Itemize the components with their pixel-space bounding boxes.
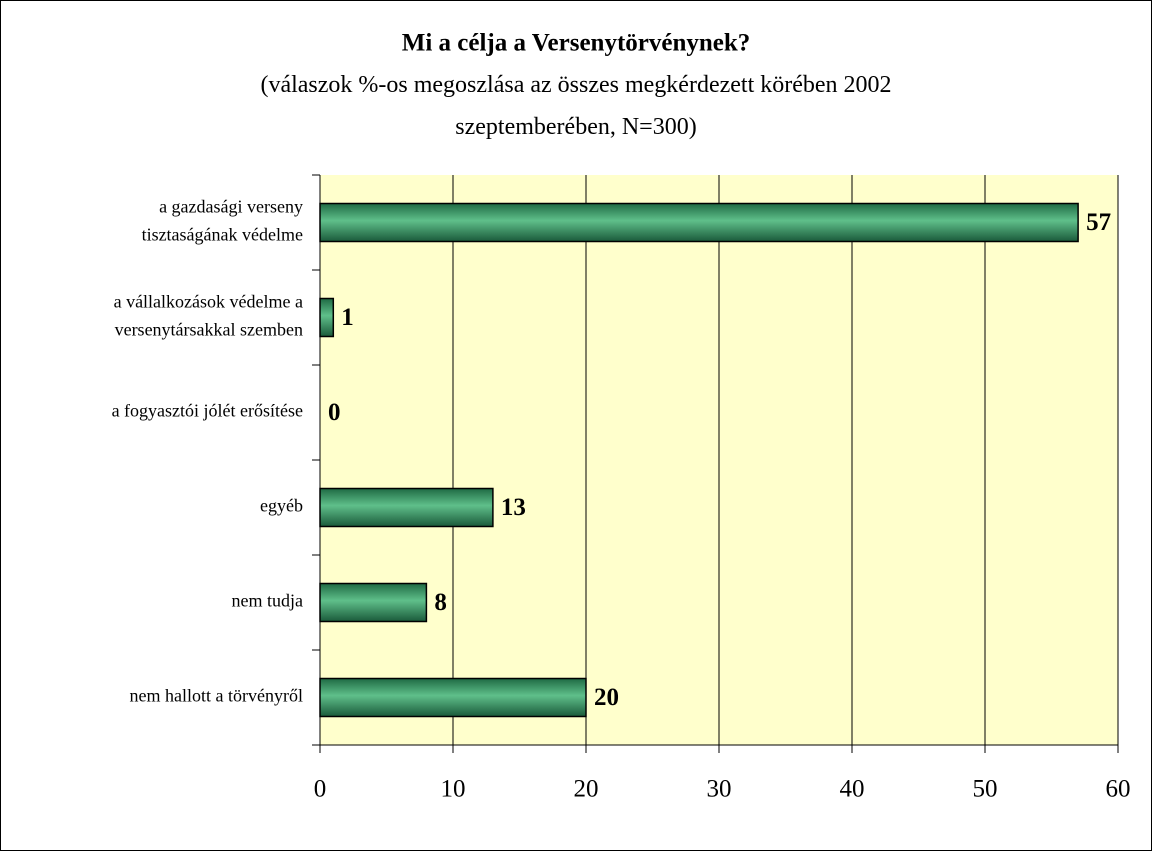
x-tick-label: 40 [840,776,865,803]
bar [319,297,335,338]
y-tick-label: nem hallott a törvényről [130,686,303,706]
data-label: 0 [328,399,341,426]
data-label: 8 [434,589,447,616]
x-tick-label: 50 [973,776,998,803]
data-label: 13 [501,494,526,521]
x-tick-label: 30 [707,776,732,803]
y-tick-label: a vállalkozások védelme a versenytársakka… [114,292,303,340]
chart-subtitle: (válaszok %-os megoszlása az összes megk… [260,72,891,140]
bar [319,677,587,718]
y-tick-label: a fogyasztói jólét erősítése [112,401,303,421]
y-tick-label: nem tudja [232,591,303,611]
data-label: 1 [341,304,354,331]
data-label: 57 [1086,209,1111,236]
bar [319,487,494,528]
bar [319,202,1079,243]
bar [319,582,428,623]
x-tick-label: 10 [441,776,466,803]
y-tick-label: a gazdasági verseny tisztaságának védelme [142,197,303,245]
x-tick-label: 60 [1106,776,1131,803]
chart-title: Mi a célja a Versenytörvénynek? [402,30,751,57]
y-tick-label: egyéb [260,496,303,516]
data-label: 20 [594,684,619,711]
x-tick-label: 0 [314,776,327,803]
x-tick-label: 20 [574,776,599,803]
